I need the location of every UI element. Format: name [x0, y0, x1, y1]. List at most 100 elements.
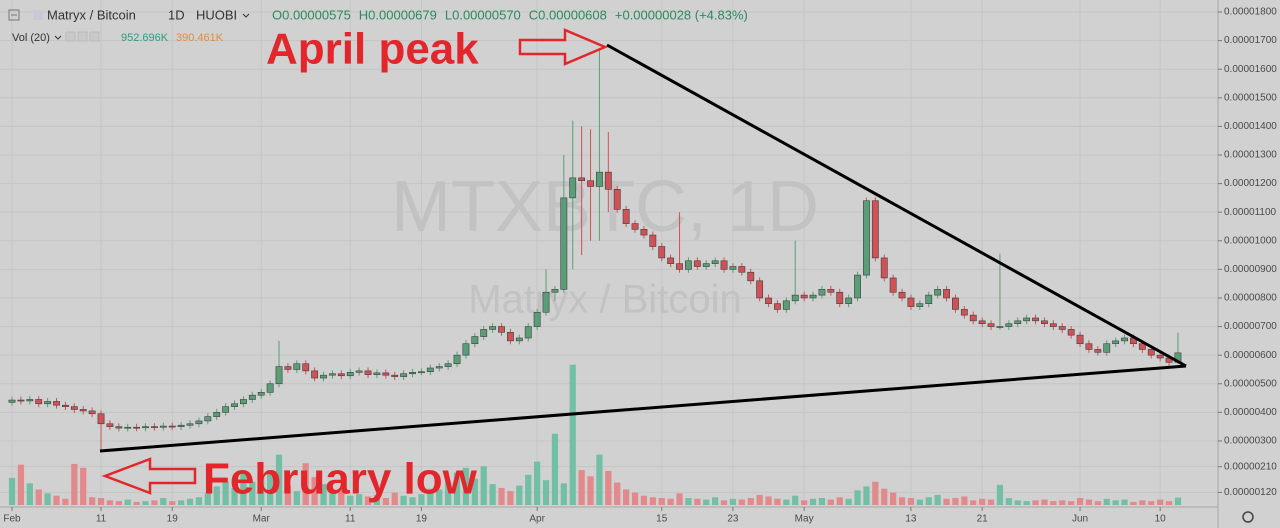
- candle-body: [542, 291, 550, 313]
- candle-body: [1032, 317, 1039, 322]
- volume-bar: [44, 493, 51, 505]
- candle-body: [266, 383, 274, 393]
- candle-body: [640, 229, 648, 236]
- candle-body: [551, 289, 559, 293]
- volume-bar: [952, 498, 959, 505]
- settings-gear[interactable]: [1242, 511, 1254, 523]
- volume-bar: [275, 454, 283, 505]
- close-button[interactable]: [89, 31, 100, 42]
- settings-button[interactable]: [77, 31, 88, 42]
- volume-bar: [996, 484, 1004, 505]
- volume-bar: [881, 488, 888, 505]
- candle-body: [1058, 326, 1066, 330]
- y-tick-label: 0.00000900: [1224, 264, 1277, 275]
- candle-body: [257, 392, 265, 396]
- volume-bar: [1005, 498, 1012, 505]
- volume-bar: [17, 464, 25, 505]
- symbol[interactable]: Matryx / Bitcoin: [47, 7, 136, 22]
- y-tick-label: 0.00001700: [1224, 35, 1277, 46]
- volume-bar: [267, 470, 274, 505]
- volume-bar: [845, 498, 852, 505]
- y-tick-label: 0.00000120: [1224, 487, 1277, 498]
- volume-bar: [356, 494, 363, 505]
- candle-body: [329, 373, 336, 376]
- volume-bar: [1094, 501, 1101, 505]
- volume-bar: [809, 498, 817, 505]
- candle-body: [925, 294, 933, 304]
- volume-bar: [1068, 501, 1075, 505]
- volume-bar: [827, 499, 834, 505]
- volume-bar: [115, 501, 122, 505]
- y-tick-label: 0.00001500: [1224, 92, 1277, 103]
- volume-bar: [124, 499, 131, 505]
- volume-bar: [320, 484, 327, 505]
- candle-body: [373, 372, 381, 375]
- volume-bar: [213, 486, 220, 505]
- candle-body: [996, 326, 1004, 328]
- volume-bar: [249, 481, 256, 505]
- interval[interactable]: 1D: [168, 7, 185, 22]
- dropdown-icon[interactable]: [242, 13, 250, 18]
- candle-body: [1103, 343, 1111, 353]
- candle-body: [604, 171, 612, 190]
- volume-bar: [916, 499, 923, 505]
- candle-body: [863, 200, 870, 276]
- volume-bar: [409, 497, 416, 505]
- volume-bar: [631, 492, 639, 505]
- candle-body: [1067, 329, 1075, 336]
- volume-bar: [667, 498, 674, 505]
- volume-bar: [373, 494, 381, 505]
- candle-body: [168, 425, 176, 428]
- candle-body: [124, 426, 132, 429]
- volume-bar: [35, 489, 42, 505]
- resistance-trendline: [606, 43, 1187, 368]
- volume-bar: [462, 467, 470, 505]
- candle-body: [88, 410, 96, 415]
- eye-button[interactable]: [65, 31, 76, 42]
- volume-bar: [338, 490, 345, 505]
- volume-bar: [970, 500, 977, 505]
- volume-bar: [204, 493, 211, 505]
- candle-body: [462, 343, 470, 356]
- candle-body: [1049, 323, 1057, 327]
- volume-bar: [738, 499, 745, 505]
- volume-label[interactable]: Vol (20): [12, 32, 50, 44]
- volume-bar: [560, 483, 567, 505]
- symbol-icon: [33, 10, 43, 20]
- volume-bar: [890, 492, 897, 505]
- candle-body: [337, 373, 345, 377]
- volume-bar: [836, 497, 843, 505]
- x-tick-label: 19: [416, 514, 428, 525]
- x-tick-label: 13: [905, 514, 917, 525]
- y-tick-label: 0.00001400: [1224, 121, 1277, 132]
- dropdown-icon[interactable]: [54, 35, 62, 40]
- volume-bar: [222, 480, 229, 505]
- y-tick-label: 0.00001800: [1224, 7, 1277, 18]
- candle-body: [311, 370, 319, 379]
- ohlc-value: H0.00000679: [359, 7, 437, 22]
- exchange[interactable]: HUOBI: [196, 7, 237, 22]
- candle-body: [1023, 317, 1031, 322]
- x-tick-label: 23: [727, 514, 739, 525]
- y-tick-label: 0.00001000: [1224, 235, 1277, 246]
- candle-body: [8, 399, 16, 403]
- candle-body: [400, 373, 408, 377]
- candle-body: [774, 303, 781, 310]
- volume-bar: [569, 364, 576, 505]
- volume-bar: [53, 495, 60, 505]
- volume-bar: [1059, 500, 1066, 505]
- volume-bar: [694, 498, 701, 505]
- candle-body: [79, 409, 87, 412]
- volume-bar: [987, 499, 995, 505]
- candle-body: [346, 372, 354, 377]
- candle-body: [613, 189, 621, 210]
- candle-body: [587, 180, 594, 187]
- volume-bar: [489, 484, 496, 505]
- volume-bar: [1041, 499, 1048, 505]
- collapse-button[interactable]: [8, 9, 20, 21]
- candle-body: [596, 171, 603, 187]
- candle-body: [907, 297, 915, 307]
- volume-bar: [453, 472, 461, 505]
- candle-body: [702, 263, 710, 267]
